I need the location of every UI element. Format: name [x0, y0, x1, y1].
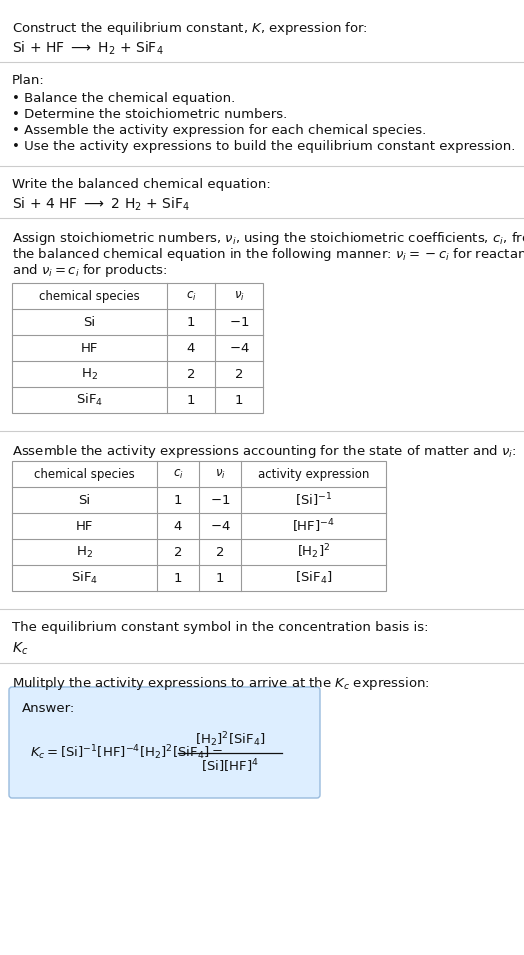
FancyBboxPatch shape [9, 687, 320, 798]
Text: 1: 1 [174, 571, 182, 584]
Text: Si + 4 HF $\longrightarrow$ 2 H$_2$ + SiF$_4$: Si + 4 HF $\longrightarrow$ 2 H$_2$ + Si… [12, 196, 190, 213]
Text: $K_c = [\mathrm{Si}]^{-1} [\mathrm{HF}]^{-4} [\mathrm{H_2}]^2 [\mathrm{SiF_4}] =: $K_c = [\mathrm{Si}]^{-1} [\mathrm{HF}]^… [30, 743, 223, 762]
Text: 1: 1 [216, 571, 224, 584]
Text: Plan:: Plan: [12, 74, 45, 87]
Text: [SiF$_4$]: [SiF$_4$] [295, 570, 332, 586]
Text: The equilibrium constant symbol in the concentration basis is:: The equilibrium constant symbol in the c… [12, 621, 429, 634]
Text: $-4$: $-4$ [210, 520, 231, 533]
Text: 2: 2 [174, 545, 182, 559]
Text: activity expression: activity expression [258, 468, 369, 480]
Text: • Balance the chemical equation.: • Balance the chemical equation. [12, 92, 235, 105]
Text: • Use the activity expressions to build the equilibrium constant expression.: • Use the activity expressions to build … [12, 140, 516, 153]
Text: $c_i$: $c_i$ [172, 467, 183, 480]
Text: Si + HF $\longrightarrow$ H$_2$ + SiF$_4$: Si + HF $\longrightarrow$ H$_2$ + SiF$_4… [12, 40, 163, 57]
Bar [12, 283, 263, 413]
Text: • Assemble the activity expression for each chemical species.: • Assemble the activity expression for e… [12, 124, 426, 137]
Text: 2: 2 [235, 368, 243, 380]
Text: chemical species: chemical species [39, 289, 140, 303]
Text: SiF$_4$: SiF$_4$ [71, 570, 98, 586]
Text: Assemble the activity expressions accounting for the state of matter and $\nu_i$: Assemble the activity expressions accoun… [12, 443, 517, 460]
Text: $-1$: $-1$ [210, 494, 230, 506]
Text: the balanced chemical equation in the following manner: $\nu_i = -c_i$ for react: the balanced chemical equation in the fo… [12, 246, 524, 263]
Text: 1: 1 [174, 494, 182, 506]
Text: Construct the equilibrium constant, $K$, expression for:: Construct the equilibrium constant, $K$,… [12, 20, 368, 37]
Text: $[\mathrm{H_2}]^2 [\mathrm{SiF_4}]$: $[\mathrm{H_2}]^2 [\mathrm{SiF_4}]$ [195, 731, 265, 749]
Text: • Determine the stoichiometric numbers.: • Determine the stoichiometric numbers. [12, 108, 287, 121]
Text: SiF$_4$: SiF$_4$ [76, 392, 103, 408]
Text: 1: 1 [187, 315, 195, 329]
Text: HF: HF [76, 520, 93, 533]
Text: 1: 1 [187, 393, 195, 407]
Text: $c_i$: $c_i$ [185, 289, 196, 303]
Text: 4: 4 [174, 520, 182, 533]
Text: HF: HF [81, 342, 98, 354]
Text: 4: 4 [187, 342, 195, 354]
Text: $K_c$: $K_c$ [12, 641, 28, 657]
Text: $\nu_i$: $\nu_i$ [234, 289, 244, 303]
Text: $-4$: $-4$ [228, 342, 249, 354]
Text: [H$_2$]$^2$: [H$_2$]$^2$ [297, 542, 330, 562]
Text: 2: 2 [187, 368, 195, 380]
Text: Write the balanced chemical equation:: Write the balanced chemical equation: [12, 178, 271, 191]
Text: Answer:: Answer: [22, 702, 75, 715]
Bar [12, 461, 386, 591]
Text: Si: Si [83, 315, 95, 329]
Text: 1: 1 [235, 393, 243, 407]
Text: $\nu_i$: $\nu_i$ [215, 467, 225, 480]
Text: [Si]$^{-1}$: [Si]$^{-1}$ [295, 491, 332, 509]
Text: Si: Si [79, 494, 91, 506]
Text: and $\nu_i = c_i$ for products:: and $\nu_i = c_i$ for products: [12, 262, 168, 279]
Text: Assign stoichiometric numbers, $\nu_i$, using the stoichiometric coefficients, $: Assign stoichiometric numbers, $\nu_i$, … [12, 230, 524, 247]
Text: H$_2$: H$_2$ [76, 544, 93, 560]
Text: [HF]$^{-4}$: [HF]$^{-4}$ [292, 518, 335, 535]
Text: H$_2$: H$_2$ [81, 367, 98, 382]
Text: Mulitply the activity expressions to arrive at the $K_c$ expression:: Mulitply the activity expressions to arr… [12, 675, 430, 692]
Text: $-1$: $-1$ [229, 315, 249, 329]
Text: $[\mathrm{Si}] [\mathrm{HF}]^4$: $[\mathrm{Si}] [\mathrm{HF}]^4$ [201, 757, 259, 775]
Text: 2: 2 [216, 545, 224, 559]
Text: chemical species: chemical species [34, 468, 135, 480]
